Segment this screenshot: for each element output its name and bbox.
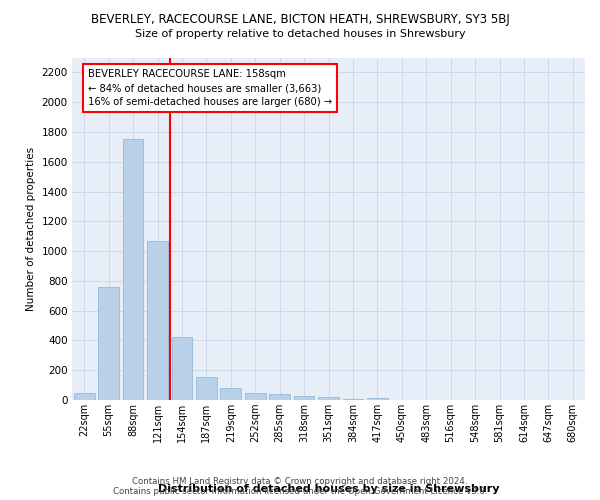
Text: BEVERLEY, RACECOURSE LANE, BICTON HEATH, SHREWSBURY, SY3 5BJ: BEVERLEY, RACECOURSE LANE, BICTON HEATH,…: [91, 12, 509, 26]
Bar: [172, 338, 193, 400]
Bar: [147, 242, 168, 400]
X-axis label: Distribution of detached houses by size in Shrewsbury: Distribution of detached houses by size …: [158, 484, 499, 494]
Bar: [318, 396, 339, 400]
Bar: [220, 388, 241, 400]
Text: BEVERLEY RACECOURSE LANE: 158sqm
← 84% of detached houses are smaller (3,663)
16: BEVERLEY RACECOURSE LANE: 158sqm ← 84% o…: [88, 70, 332, 108]
Bar: [245, 394, 266, 400]
Y-axis label: Number of detached properties: Number of detached properties: [26, 146, 36, 311]
Text: Contains public sector information licensed under the Open Government Licence v3: Contains public sector information licen…: [113, 487, 487, 496]
Bar: [367, 398, 388, 400]
Text: Contains HM Land Registry data © Crown copyright and database right 2024.: Contains HM Land Registry data © Crown c…: [132, 477, 468, 486]
Bar: [269, 394, 290, 400]
Bar: [293, 396, 314, 400]
Bar: [98, 287, 119, 400]
Bar: [122, 140, 143, 400]
Bar: [343, 398, 364, 400]
Text: Size of property relative to detached houses in Shrewsbury: Size of property relative to detached ho…: [134, 29, 466, 39]
Bar: [74, 392, 95, 400]
Bar: [196, 377, 217, 400]
